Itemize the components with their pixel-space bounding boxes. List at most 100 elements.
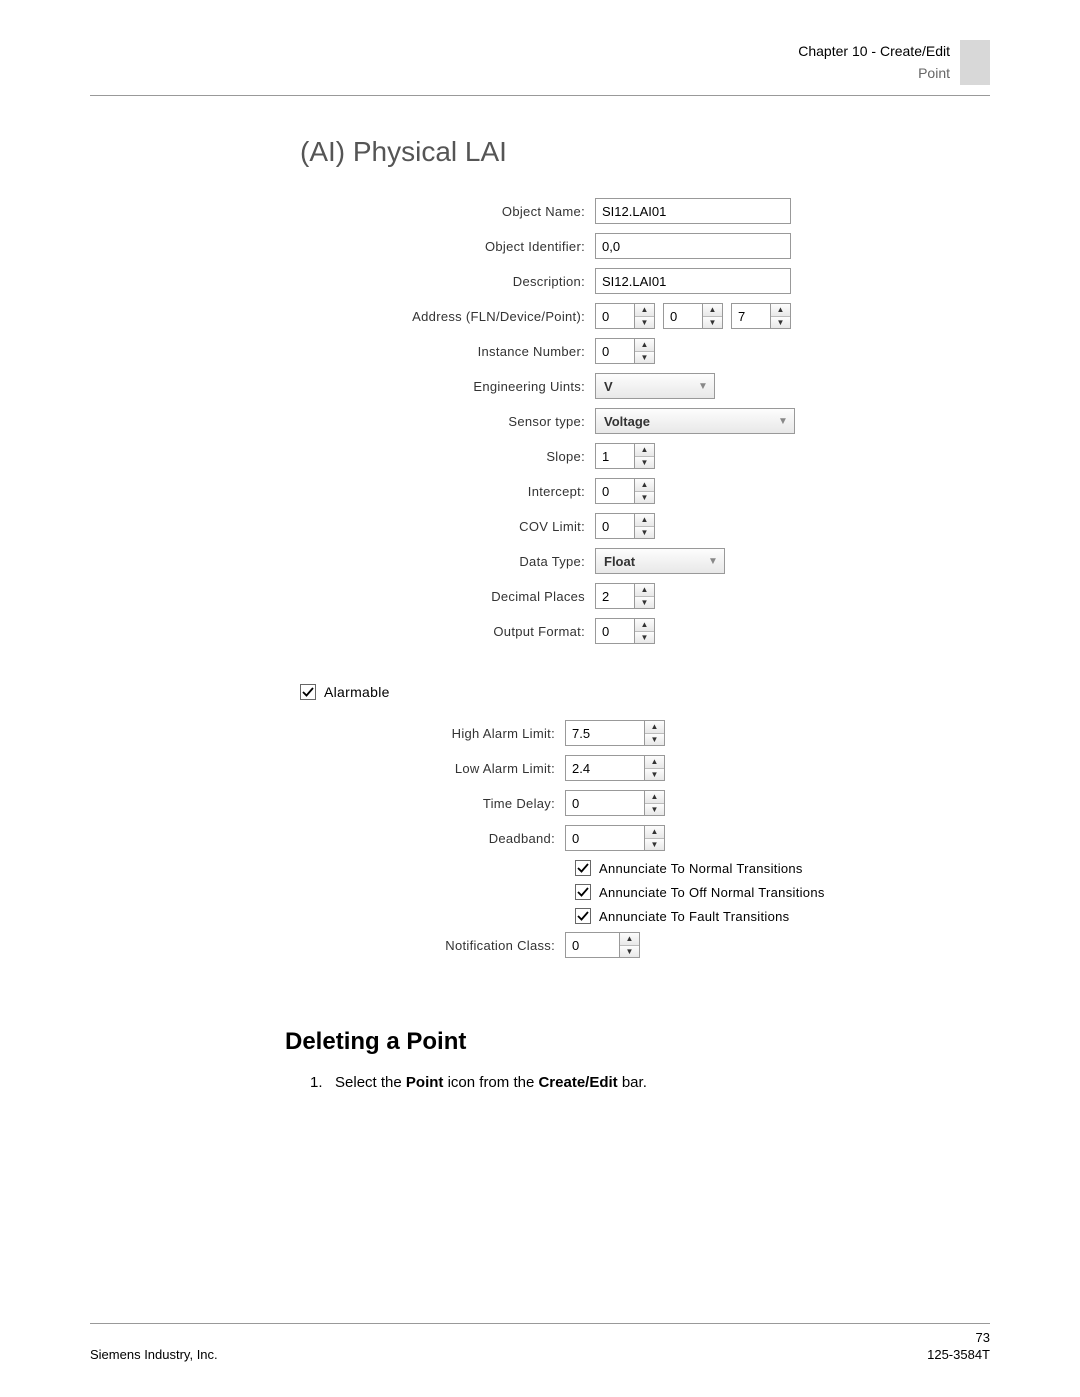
spinner-up-icon[interactable]: ▲ (635, 479, 654, 492)
step-bold-2: Create/Edit (538, 1074, 617, 1091)
slope-input[interactable] (595, 443, 635, 469)
instance-number-label: Instance Number: (300, 344, 595, 359)
header-subtitle: Point (798, 62, 950, 84)
deadband-input[interactable] (565, 825, 645, 851)
address-point-input[interactable] (731, 303, 771, 329)
notification-class-input[interactable] (565, 932, 620, 958)
deleting-point-heading: Deleting a Point (285, 1028, 990, 1056)
page-footer: 73 Siemens Industry, Inc. 125-3584T (90, 1323, 990, 1362)
address-device-spinner[interactable]: ▲▼ (663, 303, 723, 329)
spinner-up-icon[interactable]: ▲ (635, 339, 654, 352)
spinner-up-icon[interactable]: ▲ (703, 304, 722, 317)
sensor-type-dropdown[interactable]: Voltage ▼ (595, 408, 795, 434)
spinner-up-icon[interactable]: ▲ (635, 304, 654, 317)
output-format-input[interactable] (595, 618, 635, 644)
instance-number-input[interactable] (595, 338, 635, 364)
decimal-places-label: Decimal Places (300, 589, 595, 604)
spinner-up-icon[interactable]: ▲ (645, 721, 664, 734)
cov-limit-spinner[interactable]: ▲▼ (595, 513, 655, 539)
spinner-down-icon[interactable]: ▼ (703, 317, 722, 329)
spinner-down-icon[interactable]: ▼ (635, 492, 654, 504)
checkmark-icon (577, 886, 589, 898)
spinner-down-icon[interactable]: ▼ (620, 946, 639, 958)
annunciate-fault-label: Annunciate To Fault Transitions (599, 909, 789, 924)
data-type-dropdown[interactable]: Float ▼ (595, 548, 725, 574)
spinner-down-icon[interactable]: ▼ (635, 632, 654, 644)
spinner-up-icon[interactable]: ▲ (620, 933, 639, 946)
high-alarm-limit-label: High Alarm Limit: (300, 726, 565, 741)
step-text-2: icon from the (443, 1074, 538, 1091)
engineering-units-value: V (604, 379, 692, 394)
spinner-down-icon[interactable]: ▼ (645, 804, 664, 816)
footer-docnum: 125-3584T (927, 1347, 990, 1362)
low-alarm-limit-label: Low Alarm Limit: (300, 761, 565, 776)
footer-company: Siemens Industry, Inc. (90, 1347, 218, 1362)
engineering-units-dropdown[interactable]: V ▼ (595, 373, 715, 399)
object-name-input[interactable] (595, 198, 791, 224)
page-header: Chapter 10 - Create/Edit Point (90, 40, 990, 96)
low-alarm-limit-spinner[interactable]: ▲▼ (565, 755, 665, 781)
annunciate-off-normal-checkbox[interactable] (575, 884, 591, 900)
low-alarm-limit-input[interactable] (565, 755, 645, 781)
checkmark-icon (577, 862, 589, 874)
spinner-up-icon[interactable]: ▲ (645, 791, 664, 804)
notification-class-spinner[interactable]: ▲▼ (565, 932, 640, 958)
spinner-down-icon[interactable]: ▼ (635, 527, 654, 539)
spinner-down-icon[interactable]: ▼ (635, 352, 654, 364)
high-alarm-limit-spinner[interactable]: ▲▼ (565, 720, 665, 746)
intercept-label: Intercept: (300, 484, 595, 499)
spinner-down-icon[interactable]: ▼ (635, 597, 654, 609)
spinner-up-icon[interactable]: ▲ (645, 756, 664, 769)
data-type-label: Data Type: (300, 554, 595, 569)
decimal-places-input[interactable] (595, 583, 635, 609)
engineering-units-label: Engineering Uints: (300, 379, 595, 394)
spinner-up-icon[interactable]: ▲ (635, 444, 654, 457)
instance-number-spinner[interactable]: ▲▼ (595, 338, 655, 364)
time-delay-input[interactable] (565, 790, 645, 816)
spinner-up-icon[interactable]: ▲ (635, 514, 654, 527)
decimal-places-spinner[interactable]: ▲▼ (595, 583, 655, 609)
spinner-down-icon[interactable]: ▼ (645, 734, 664, 746)
form-main: Object Name: Object Identifier: Descript… (300, 198, 990, 644)
output-format-spinner[interactable]: ▲▼ (595, 618, 655, 644)
spinner-down-icon[interactable]: ▼ (645, 839, 664, 851)
address-fln-input[interactable] (595, 303, 635, 329)
slope-spinner[interactable]: ▲▼ (595, 443, 655, 469)
description-input[interactable] (595, 268, 791, 294)
deadband-spinner[interactable]: ▲▼ (565, 825, 665, 851)
alarm-section: High Alarm Limit: ▲▼ Low Alarm Limit: ▲▼… (300, 720, 990, 958)
spinner-up-icon[interactable]: ▲ (635, 619, 654, 632)
annunciate-off-normal-label: Annunciate To Off Normal Transitions (599, 885, 825, 900)
dropdown-arrow-icon: ▼ (702, 556, 724, 567)
annunciate-fault-checkbox[interactable] (575, 908, 591, 924)
high-alarm-limit-input[interactable] (565, 720, 645, 746)
time-delay-spinner[interactable]: ▲▼ (565, 790, 665, 816)
dropdown-arrow-icon: ▼ (692, 381, 714, 392)
intercept-input[interactable] (595, 478, 635, 504)
step-1: 1. Select the Point icon from the Create… (310, 1074, 990, 1091)
address-fln-spinner[interactable]: ▲▼ (595, 303, 655, 329)
step-text-1: Select the (335, 1074, 406, 1091)
spinner-down-icon[interactable]: ▼ (771, 317, 790, 329)
annunciate-normal-checkbox[interactable] (575, 860, 591, 876)
form-heading: (AI) Physical LAI (300, 136, 990, 168)
header-chapter: Chapter 10 - Create/Edit (798, 40, 950, 62)
spinner-up-icon[interactable]: ▲ (771, 304, 790, 317)
alarmable-checkbox[interactable] (300, 684, 316, 700)
slope-label: Slope: (300, 449, 595, 464)
address-point-spinner[interactable]: ▲▼ (731, 303, 791, 329)
checkmark-icon (577, 910, 589, 922)
deadband-label: Deadband: (300, 831, 565, 846)
spinner-down-icon[interactable]: ▼ (635, 457, 654, 469)
address-label: Address (FLN/Device/Point): (300, 309, 595, 324)
intercept-spinner[interactable]: ▲▼ (595, 478, 655, 504)
spinner-down-icon[interactable]: ▼ (635, 317, 654, 329)
cov-limit-input[interactable] (595, 513, 635, 539)
object-identifier-input[interactable] (595, 233, 791, 259)
spinner-down-icon[interactable]: ▼ (645, 769, 664, 781)
address-device-input[interactable] (663, 303, 703, 329)
step-number: 1. (310, 1074, 323, 1091)
spinner-up-icon[interactable]: ▲ (635, 584, 654, 597)
notification-class-label: Notification Class: (300, 938, 565, 953)
spinner-up-icon[interactable]: ▲ (645, 826, 664, 839)
